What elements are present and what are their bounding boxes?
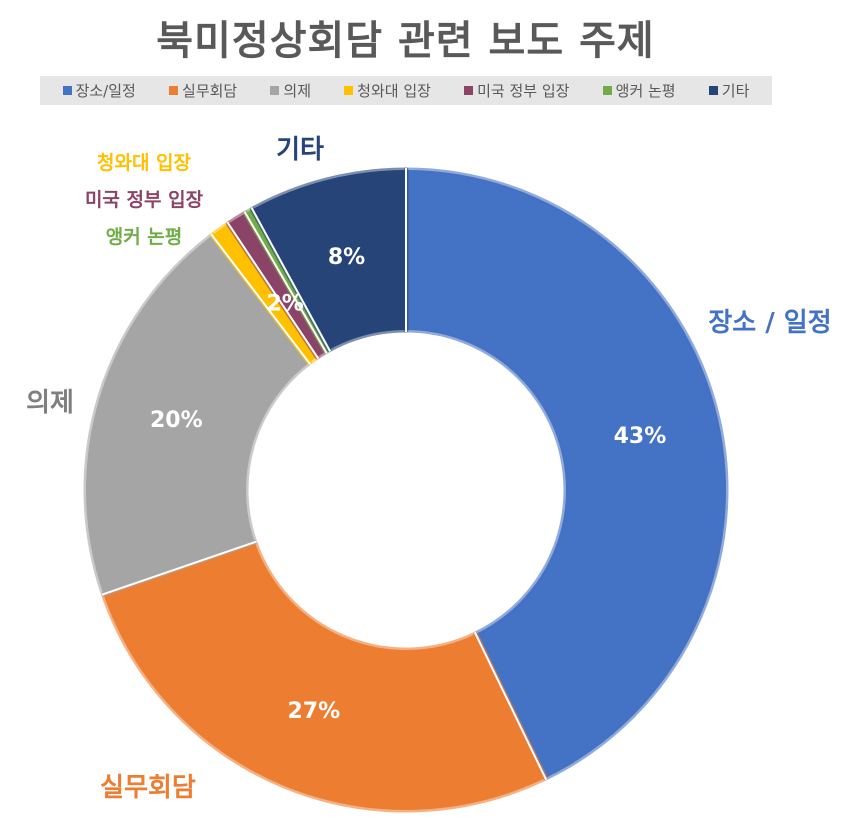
slice-separator	[473, 631, 548, 781]
slice-separator	[250, 207, 332, 352]
donut-slice	[100, 539, 548, 813]
legend-label: 미국 정부 입장	[477, 82, 570, 100]
slice-separator	[243, 210, 328, 354]
legend-label: 앵커 논평	[615, 82, 676, 100]
slice-category-label: 미국 정부 입장	[85, 189, 204, 211]
legend-label: 기타	[721, 82, 750, 100]
slice-category-label: 장소 / 일정	[708, 308, 831, 338]
slice-value-label: 43%	[614, 424, 667, 449]
legend-label: 청와대 입장	[357, 82, 431, 100]
legend-swatch	[62, 86, 72, 95]
slice-value-label: 8%	[328, 245, 365, 270]
legend-item: 앵커 논평	[602, 80, 676, 101]
legend-label: 장소/일정	[75, 82, 136, 100]
legend-swatch	[344, 86, 354, 95]
slice-category-label: 실무회담	[100, 773, 196, 803]
slice-separator	[210, 233, 312, 365]
legend-swatch	[270, 86, 280, 95]
slice-separator	[226, 221, 320, 360]
legend-item: 미국 정부 입장	[464, 80, 569, 101]
slice-value-label: 27%	[287, 699, 340, 724]
legend-swatch	[602, 86, 612, 95]
slice-separator	[101, 540, 257, 596]
slice-category-label: 청와대 입장	[97, 152, 192, 174]
slice-category-label: 앵커 논평	[106, 226, 183, 248]
legend-label: 의제	[283, 82, 311, 100]
legend-item: 실무회담	[169, 80, 237, 101]
legend-swatch	[169, 86, 179, 95]
legend-swatch	[708, 86, 718, 95]
legend-item: 의제	[270, 80, 311, 101]
slice-category-label: 기타	[276, 135, 324, 165]
legend-swatch	[464, 86, 474, 95]
donut-slice	[403, 167, 729, 781]
legend-item: 장소/일정	[62, 80, 136, 101]
slice-category-label: 의제	[26, 388, 74, 418]
small-slices-value-label: 2%	[266, 291, 303, 316]
legend-label: 실무회담	[182, 82, 238, 100]
legend-item: 청와대 입장	[344, 80, 431, 101]
chart-legend: 장소/일정 실무회담 의제 청와대 입장 미국 정부 입장 앵커 논평 기타	[40, 76, 772, 105]
legend-item: 기타	[708, 80, 750, 101]
donut-slice	[83, 232, 312, 597]
slice-value-label: 20%	[150, 408, 203, 433]
chart-title: 북미정상회담 관련 보도 주제	[156, 18, 655, 64]
